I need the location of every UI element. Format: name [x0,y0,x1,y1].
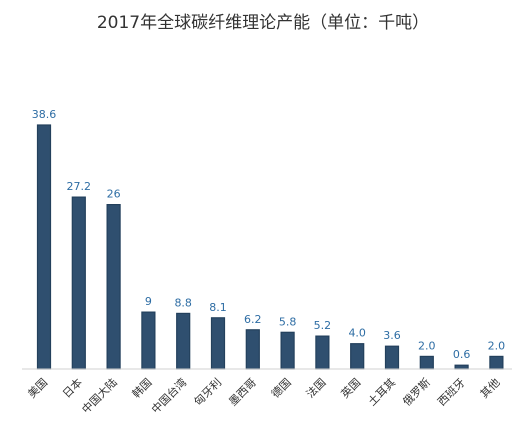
value-label-6: 6.2 [244,313,262,326]
value-label-11: 2.0 [418,339,436,352]
category-label-8: 法国 [303,375,328,400]
bar-9 [350,343,365,370]
value-labels-layer: 38.6 27.2 26 9 8.8 8.1 6.2 5.8 5.2 4.0 3.6 2.0 0.6 2.… [32,108,505,361]
bar-11 [419,355,434,370]
bar-7 [280,331,295,370]
category-label-4: 中国台湾 [148,375,189,416]
category-label-12: 西班牙 [435,376,468,409]
category-label-7: 德国 [268,375,293,400]
value-label-7: 5.8 [279,315,297,328]
value-label-4: 8.8 [174,296,192,309]
bar-5 [210,317,226,370]
category-label-6: 墨西哥 [226,376,259,409]
category-label-13: 其他 [478,376,503,401]
value-label-2: 26 [107,188,121,201]
bar-4 [176,312,191,370]
bar-12 [454,364,469,370]
value-label-12: 0.6 [453,348,471,361]
bar-10 [384,345,400,370]
category-label-1: 日本 [59,375,84,400]
value-label-1: 27.2 [67,180,92,193]
value-label-10: 3.6 [383,329,401,342]
value-label-0: 38.6 [32,108,57,121]
category-label-3: 韩国 [129,375,154,400]
bar-2 [106,204,121,370]
category-label-9: 英国 [338,375,363,400]
bar-3 [141,311,156,370]
bars-layer [36,124,504,370]
category-label-10: 土耳其 [366,376,399,409]
category-label-0: 美国 [25,376,50,401]
bar-8 [315,335,330,370]
bar-6 [245,329,260,370]
bar-13 [489,355,504,370]
value-label-13: 2.0 [488,339,506,352]
category-label-2: 中国大陆 [79,375,120,416]
value-label-3: 9 [145,295,152,308]
value-label-9: 4.0 [348,327,366,340]
chart-title: 2017年全球碳纤维理论产能（单位：千吨） [96,13,430,33]
bar-1 [71,196,86,370]
value-label-8: 5.2 [314,319,332,332]
category-label-5: 匈牙利 [191,375,224,408]
value-label-5: 8.1 [209,301,227,314]
category-label-11: 俄罗斯 [400,376,433,409]
bar-0 [36,124,52,370]
